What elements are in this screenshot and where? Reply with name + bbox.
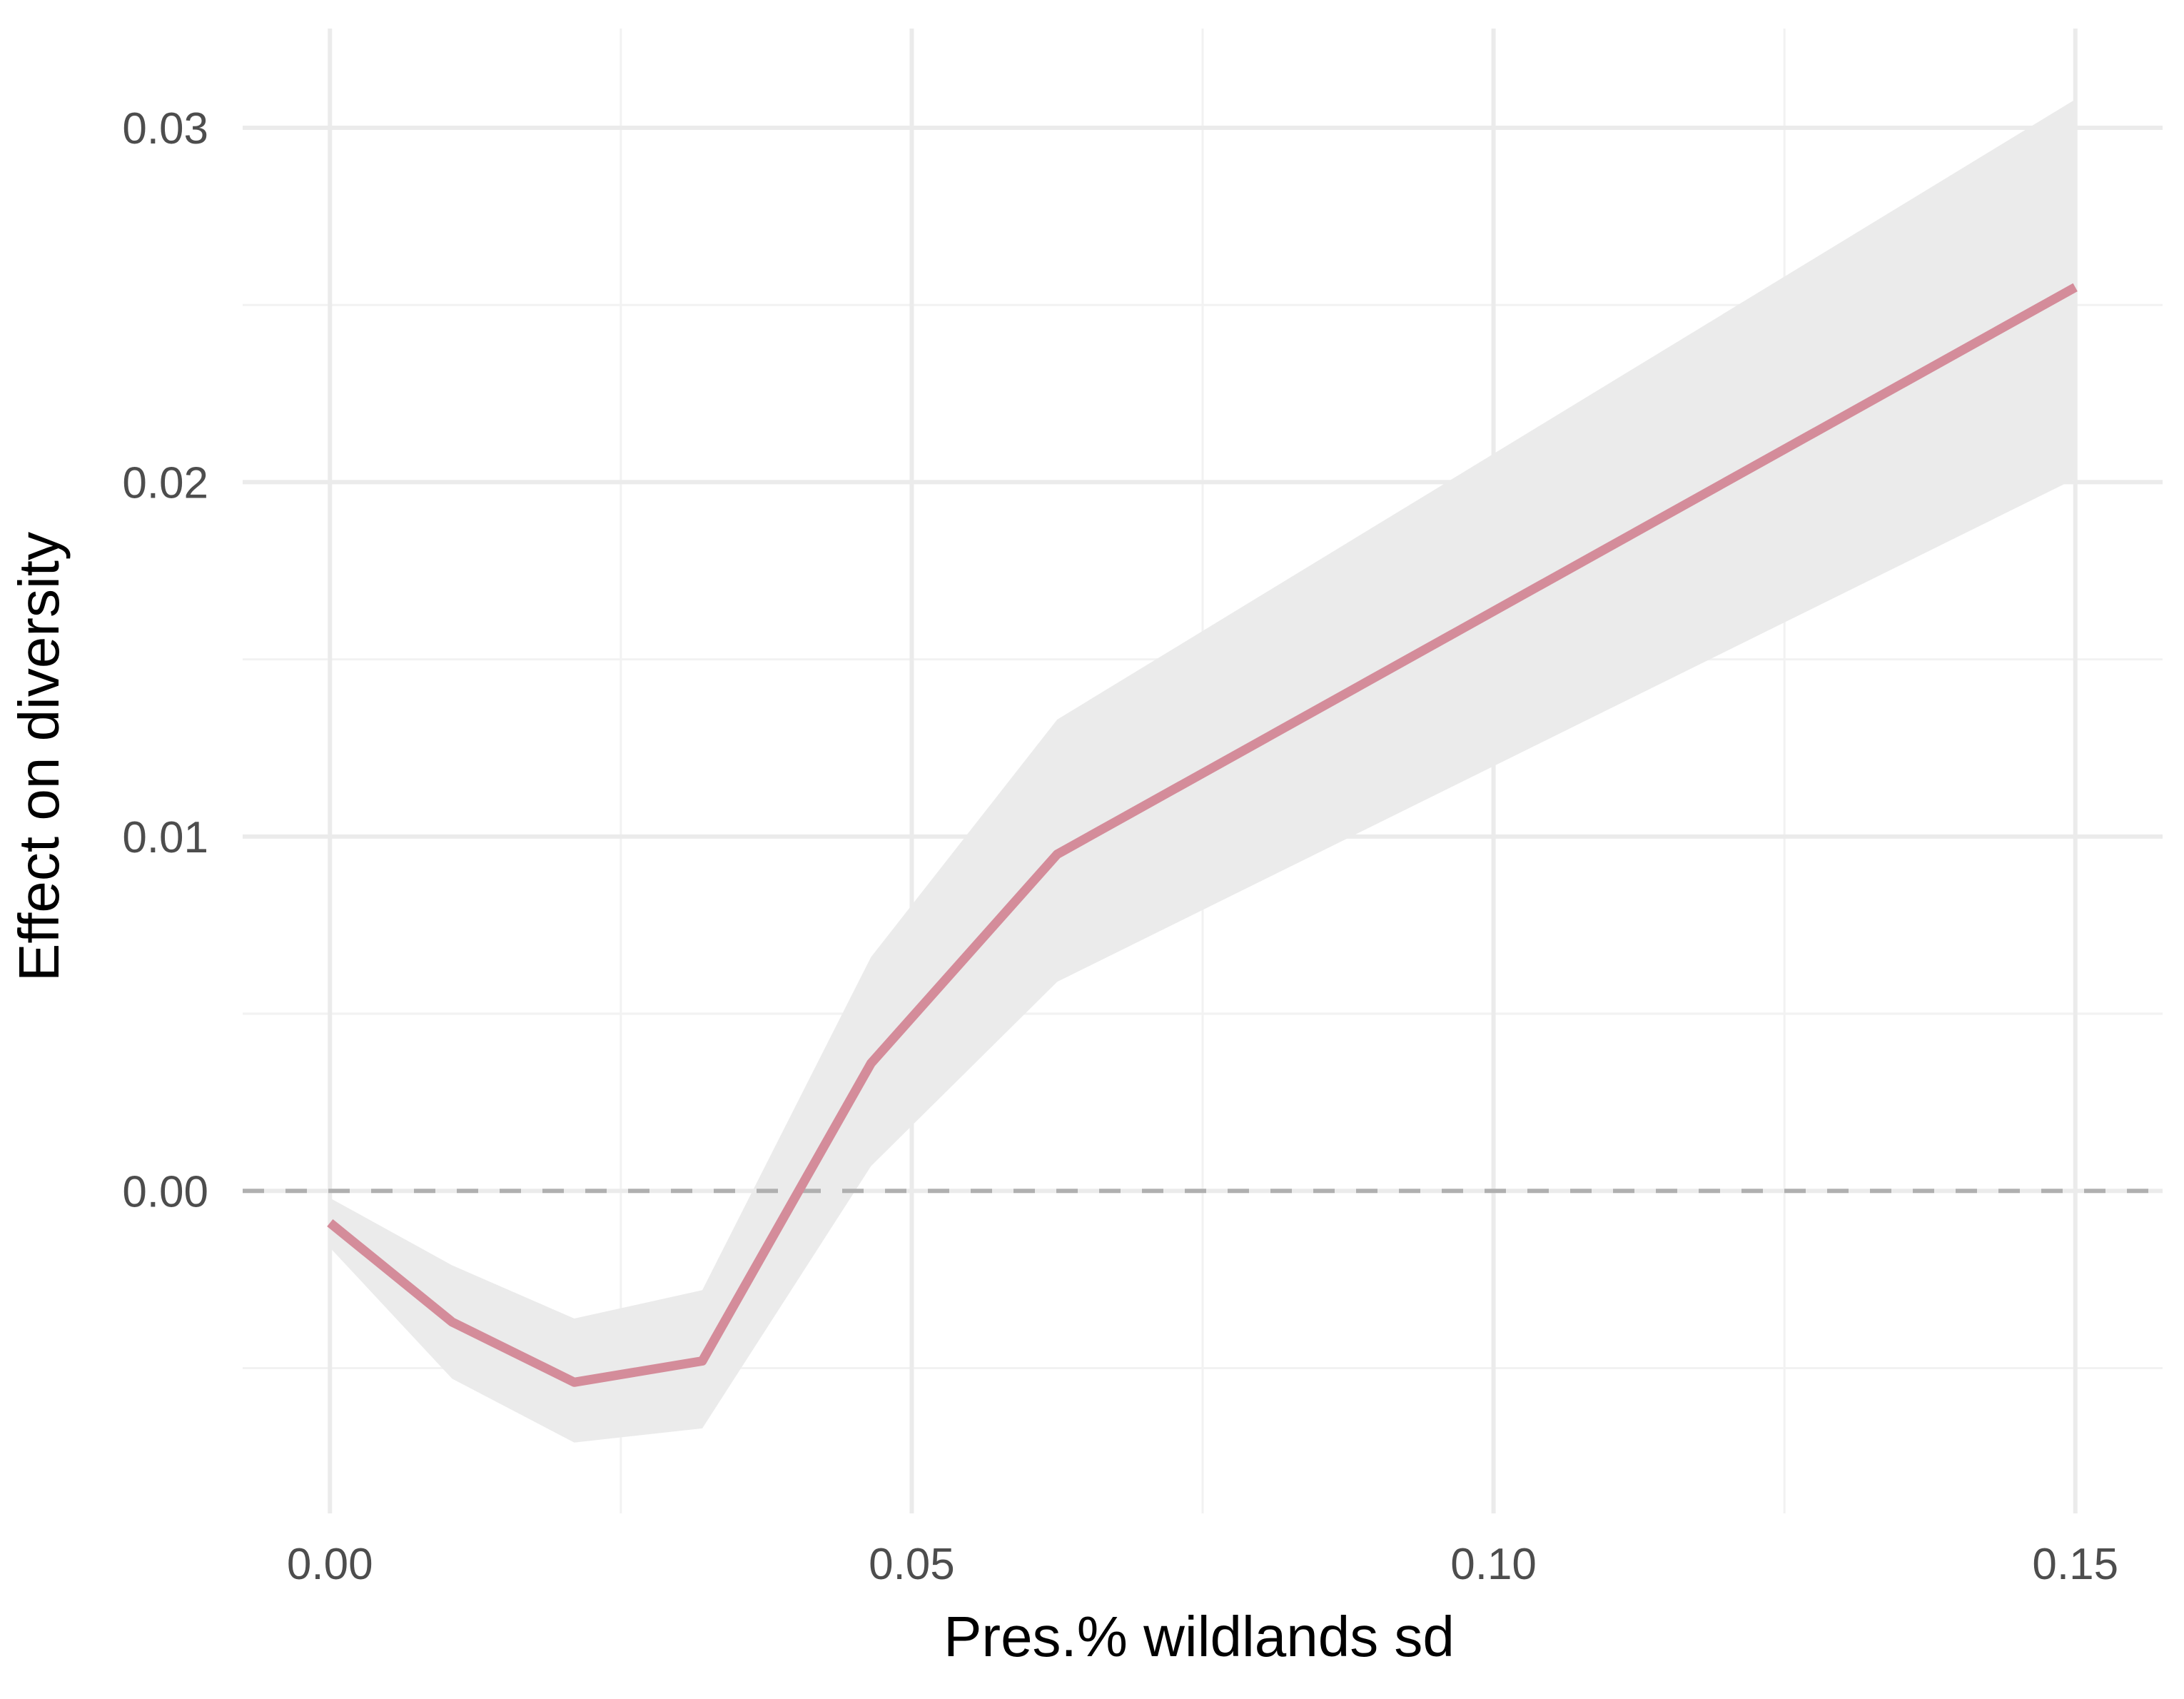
y-tick-label: 0.02	[122, 458, 208, 508]
y-tick-labels: 0.00 0.01 0.02 0.03	[122, 104, 208, 1216]
x-tick-label: 0.15	[2032, 1540, 2118, 1589]
effect-line-layer	[327, 283, 2078, 1387]
y-tick-label: 0.00	[122, 1167, 208, 1216]
x-tick-label: 0.10	[1450, 1540, 1537, 1589]
x-tick-labels: 0.00 0.05 0.10 0.15	[287, 1540, 2118, 1589]
x-axis-title: Pres.% wildlands sd	[944, 1605, 1455, 1668]
y-axis-title: Effect on diversity	[7, 532, 71, 982]
x-tick-label: 0.05	[869, 1540, 955, 1589]
y-tick-label: 0.03	[122, 104, 208, 153]
effect-line	[327, 283, 2078, 1387]
y-tick-label: 0.01	[122, 813, 208, 862]
x-tick-label: 0.00	[287, 1540, 373, 1589]
